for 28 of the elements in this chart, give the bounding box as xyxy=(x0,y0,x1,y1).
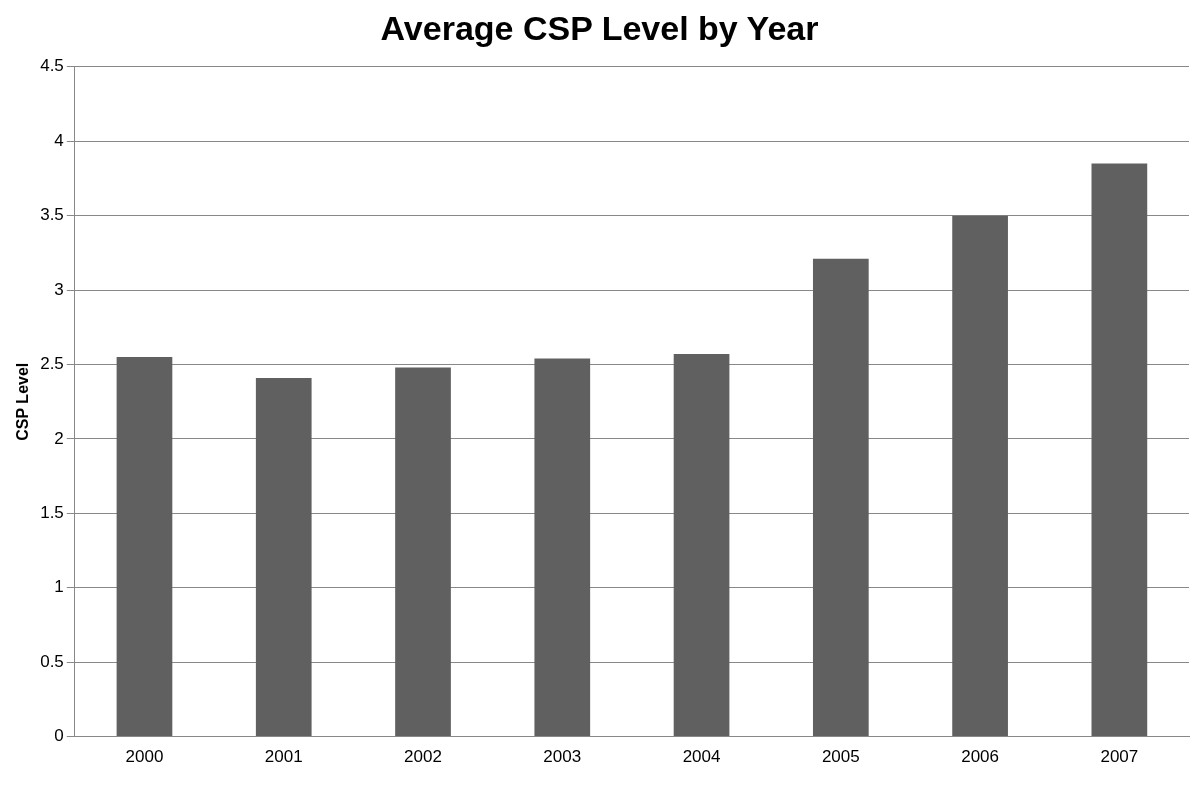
x-tick-label: 2003 xyxy=(543,747,582,767)
bar xyxy=(1091,163,1148,737)
bar xyxy=(116,357,173,737)
y-tick-label: 3 xyxy=(54,279,64,299)
x-tick-label: 2000 xyxy=(125,747,164,767)
bar xyxy=(395,367,451,737)
bar xyxy=(534,358,591,737)
y-tick-label: 2.5 xyxy=(40,354,64,374)
bar xyxy=(255,377,312,737)
bar xyxy=(812,258,869,737)
y-tick-label: 3.5 xyxy=(40,205,64,225)
x-tick-label: 2007 xyxy=(1100,747,1139,767)
y-tick-label: 0 xyxy=(54,726,64,746)
x-tick-label: 2004 xyxy=(682,747,721,767)
x-tick-label: 2006 xyxy=(961,747,1000,767)
bar xyxy=(673,354,730,737)
x-tick-label: 2005 xyxy=(821,747,860,767)
y-tick-label: 4 xyxy=(54,130,64,150)
y-tick-label: 0.5 xyxy=(40,651,64,671)
y-tick-label: 4.5 xyxy=(40,56,64,76)
y-axis-title: CSP Level xyxy=(14,362,32,441)
y-tick-label: 1 xyxy=(54,577,64,597)
x-tick-label: 2001 xyxy=(264,747,303,767)
x-tick-label: 2002 xyxy=(404,747,442,767)
chart-title: Average CSP Level by Year xyxy=(380,8,819,47)
y-tick-label: 1.5 xyxy=(40,503,64,523)
bar xyxy=(952,215,1008,737)
y-tick-label: 2 xyxy=(54,428,64,448)
